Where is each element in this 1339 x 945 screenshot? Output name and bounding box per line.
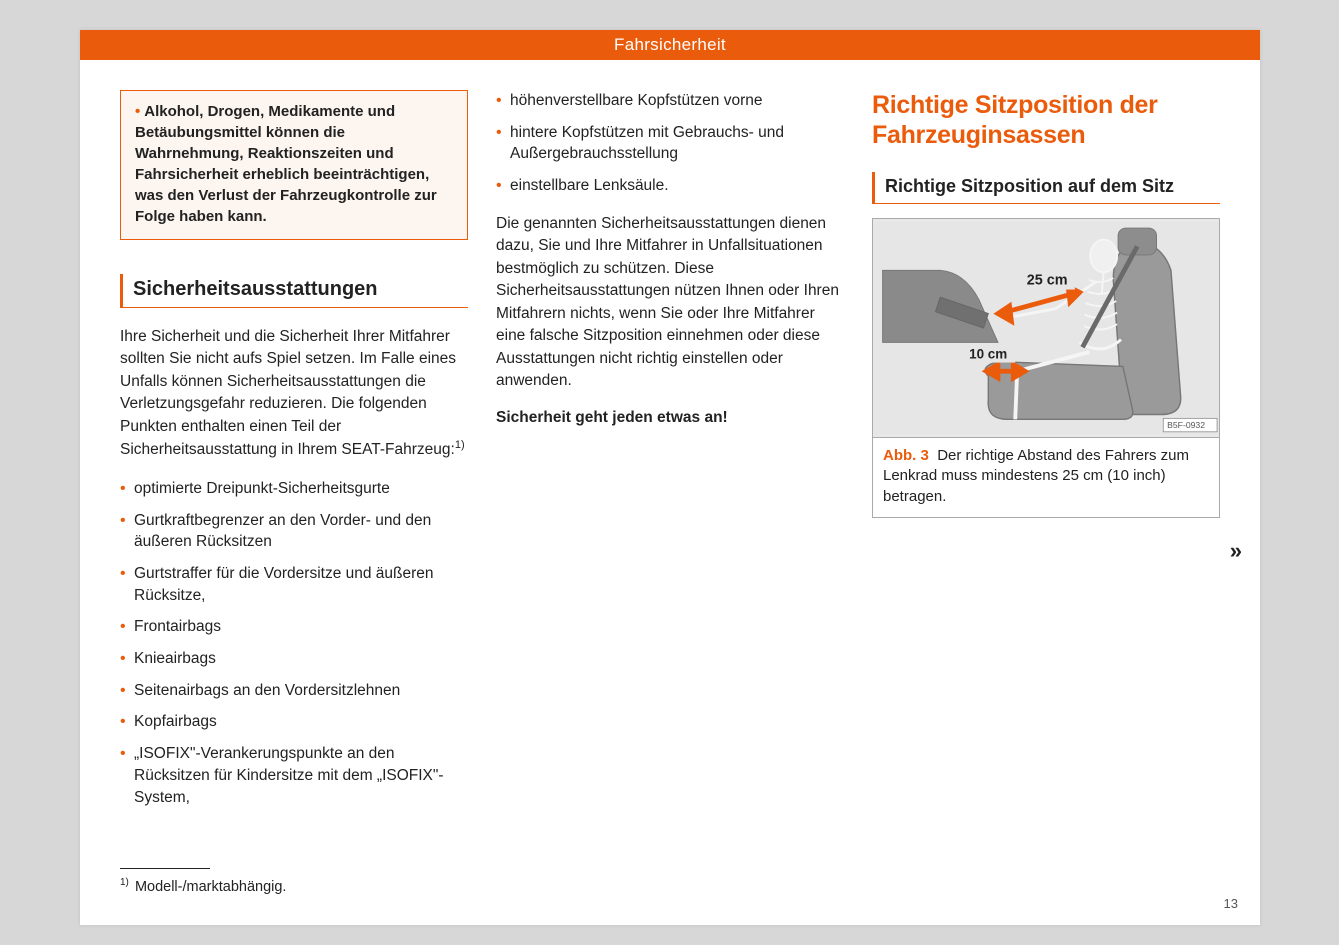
warning-bullet: •: [135, 103, 140, 120]
continue-mark: »: [1230, 538, 1242, 564]
column-1: •Alkohol, Drogen, Medikamente und Betäub…: [120, 90, 468, 824]
label-10cm: 10 cm: [969, 347, 1007, 362]
footnote-sup: 1): [120, 877, 129, 888]
list-item: Gurtstraffer für die Vordersitze und äuß…: [120, 563, 468, 606]
footnote: 1) Modell-/marktabhängig.: [120, 877, 480, 895]
figure-caption: Abb. 3 Der richtige Abstand des Fahrers …: [872, 438, 1220, 518]
warning-box: •Alkohol, Drogen, Medikamente und Betäub…: [120, 90, 468, 240]
caption-text: Der richtige Abstand des Fahrers zum Len…: [883, 447, 1189, 505]
list-item: Frontairbags: [120, 616, 468, 638]
list-item: Knieairbags: [120, 648, 468, 670]
list-item: hintere Kopfstützen mit Gebrauchs- und A…: [496, 122, 844, 165]
bold-statement: Sicherheit geht jeden etwas an!: [496, 409, 844, 427]
list-item: höhenverstellbare Kopfstützen vorne: [496, 90, 844, 112]
content-columns: •Alkohol, Drogen, Medikamente und Betäub…: [80, 60, 1260, 844]
list-item: Seitenairbags an den Vordersitzlehnen: [120, 680, 468, 702]
list-item: Kopfairbags: [120, 711, 468, 733]
caption-abb: Abb. 3: [883, 447, 929, 464]
list-item: „ISOFIX"-Verankerungspunkte an den Rücks…: [120, 743, 468, 808]
main-heading: Richtige Sitzposition der Fahrzeuginsass…: [872, 90, 1220, 150]
list-item: einstellbare Lenksäule.: [496, 175, 844, 197]
page-number: 13: [1224, 896, 1238, 911]
footnote-rule: [120, 868, 210, 869]
seat-diagram-svg: 25 cm 10 cm B5F-0932: [873, 219, 1219, 437]
warning-text: Alkohol, Drogen, Medikamente und Betäubu…: [135, 103, 437, 225]
label-25cm: 25 cm: [1027, 273, 1068, 289]
safety-list: optimierte Dreipunkt-Sicherheitsgurte Gu…: [120, 478, 468, 808]
page-header: Fahrsicherheit: [80, 30, 1260, 60]
intro-text: Ihre Sicherheit und die Sicherheit Ihrer…: [120, 328, 456, 459]
list-item: optimierte Dreipunkt-Sicherheitsgurte: [120, 478, 468, 500]
paragraph: Die genannten Sicherheitsausstattungen d…: [496, 213, 844, 393]
list-item: Gurtkraftbegrenzer an den Vorder- und de…: [120, 510, 468, 553]
figure-seat-position: 25 cm 10 cm B5F-0932: [872, 218, 1220, 438]
safety-list-cont: höhenverstellbare Kopfstützen vorne hint…: [496, 90, 844, 197]
column-2: höhenverstellbare Kopfstützen vorne hint…: [496, 90, 844, 824]
section-heading-safety: Sicherheitsausstattungen: [120, 274, 468, 308]
footnote-block: 1) Modell-/marktabhängig.: [120, 868, 480, 895]
footnote-text: Modell-/marktabhängig.: [135, 879, 287, 895]
document-page: Fahrsicherheit •Alkohol, Drogen, Medikam…: [80, 30, 1260, 925]
sub-heading: Richtige Sitzposition auf dem Sitz: [872, 172, 1220, 204]
figure-code: B5F-0932: [1167, 420, 1205, 430]
header-title: Fahrsicherheit: [614, 35, 726, 54]
intro-paragraph: Ihre Sicherheit und die Sicherheit Ihrer…: [120, 326, 468, 462]
column-3: Richtige Sitzposition der Fahrzeuginsass…: [872, 90, 1220, 824]
intro-sup: 1): [455, 439, 465, 451]
